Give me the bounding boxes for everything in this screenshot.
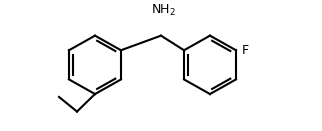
Text: NH$_2$: NH$_2$ <box>150 3 175 18</box>
Text: F: F <box>242 44 249 57</box>
